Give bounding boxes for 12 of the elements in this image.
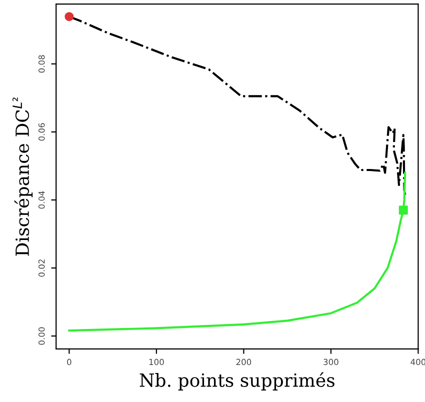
x-tick-label: 300 — [324, 358, 338, 366]
x-tick-label: 100 — [149, 358, 164, 366]
x-axis-title: Nb. points supprimés — [140, 372, 334, 390]
x-tick-label: 200 — [236, 358, 252, 366]
y-tick-label: 0.02 — [38, 260, 45, 277]
y-axis-title: Discrépance DC$^{L²}$ — [12, 98, 33, 256]
x-tick-label: 0 — [67, 358, 72, 366]
y-tick-label: 0.08 — [38, 55, 45, 73]
y-tick-label: 0.00 — [38, 327, 45, 345]
line-series — [68, 172, 406, 332]
y-tick-label: 0.06 — [38, 123, 45, 141]
y-tick-label: 0.04 — [38, 191, 45, 209]
